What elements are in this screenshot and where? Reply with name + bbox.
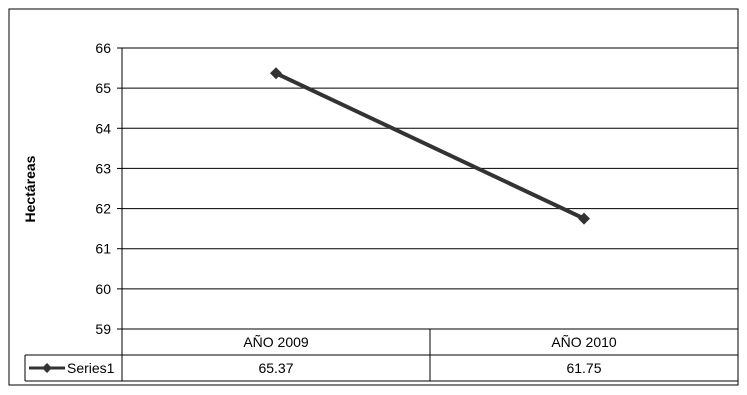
gridlines [117,47,738,330]
y-tick-label: 64 [95,120,111,136]
series-layer [270,67,590,225]
table-value: 65.37 [258,360,293,376]
y-tick-label: 61 [95,241,111,257]
y-tick-label: 59 [95,321,111,337]
data-point [578,212,590,225]
y-tick-label: 66 [95,40,111,56]
y-tick-label: 60 [95,281,111,297]
series-line [274,71,586,221]
data-point [270,67,282,80]
chart-border [8,8,739,386]
y-tick-label: 65 [95,80,111,96]
category-label: AÑO 2010 [551,334,617,350]
data-table: AÑO 2009 AÑO 2010 Series1 65.37 61.75 [24,329,738,382]
y-tick-label: 62 [95,201,111,217]
legend-series-name: Series1 [67,360,115,376]
y-tick-labels: 59 60 61 62 63 64 65 66 [95,40,111,337]
table-value: 61.75 [566,360,601,376]
category-label: AÑO 2009 [243,334,309,350]
y-tick-label: 63 [95,160,111,176]
legend-key-marker [42,363,52,373]
y-axis-label: Hectáreas [22,155,38,222]
